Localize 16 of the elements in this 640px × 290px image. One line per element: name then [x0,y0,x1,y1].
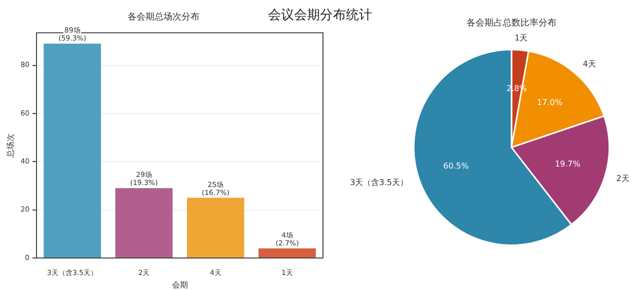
bar [186,198,244,258]
bar [44,44,101,258]
text: 会议会期分布统计 [268,8,372,23]
slice-label: 4天 [582,59,596,68]
x-axis-title: 会期 [172,280,188,290]
bar [115,188,173,258]
slice-label: 3天（含3.5天） [350,178,408,187]
slice-label: 1天 [514,33,528,42]
chart-title: 各会期总场次分布 [128,12,200,23]
chart-title: 各会期占总数比率分布 [466,18,556,29]
bar [258,248,316,258]
y-axis-title: 总场次 [6,133,15,158]
data-label: 17.0% [537,98,563,107]
data-label: 19.7% [554,159,581,168]
data-label: 60.5% [443,161,470,170]
slice-label: 2天 [616,174,630,184]
